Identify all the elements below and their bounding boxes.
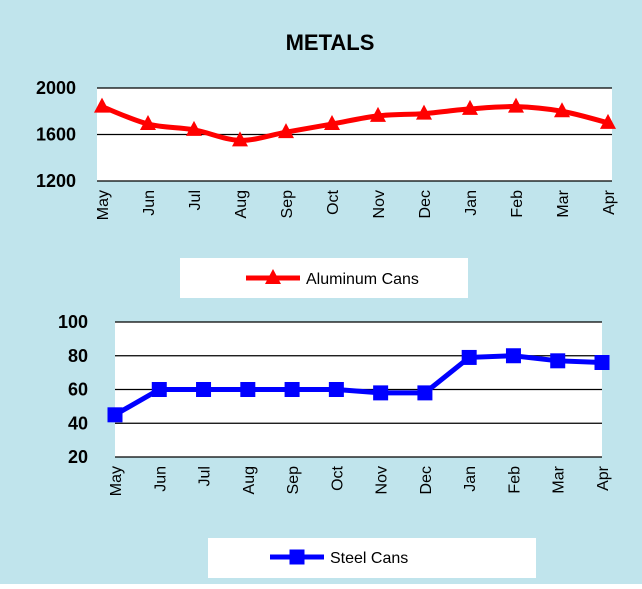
aluminum-point — [416, 104, 432, 120]
chart-title: METALS — [286, 30, 375, 55]
aluminum-point — [324, 115, 340, 131]
aluminum-legend-triangle-marker — [265, 269, 281, 284]
y-tick-label: 60 — [68, 380, 88, 400]
aluminum-point — [94, 97, 110, 113]
aluminum-point — [232, 131, 248, 147]
x-tick-label: Aug — [241, 466, 258, 494]
aluminum-x-axis-ticks: May Jun Jul Aug Sep Oct Nov Dec Jan Feb Mar Apr — [95, 189, 618, 220]
x-tick-label: Jun — [141, 190, 158, 216]
aluminum-point — [600, 113, 616, 129]
aluminum-legend: Aluminum Cans — [180, 258, 468, 298]
y-tick-label: 80 — [68, 346, 88, 366]
aluminum-point — [140, 115, 156, 131]
steel-point — [107, 407, 123, 423]
x-tick-label: Feb — [509, 190, 526, 218]
steel-legend-label: Steel Cans — [330, 550, 408, 567]
y-tick-label: 20 — [68, 447, 88, 467]
y-tick-label: 2000 — [36, 78, 76, 98]
steel-legend-marker — [289, 549, 305, 565]
steel-legend: Steel Cans — [208, 538, 536, 578]
x-tick-label: Oct — [329, 465, 346, 490]
steel-point — [196, 382, 212, 397]
x-tick-label: Mar — [555, 189, 572, 217]
steel-point — [328, 382, 344, 397]
aluminum-panel: 1200 1600 2000 May Jun Jul Aug Sep Oct Nov Dec Jan… — [36, 78, 618, 298]
x-tick-label: Sep — [279, 190, 296, 219]
aluminum-legend-box — [180, 258, 468, 298]
steel-legend-square-marker — [289, 549, 305, 565]
steel-point — [240, 382, 256, 397]
steel-series — [107, 348, 610, 423]
x-tick-label: Apr — [595, 465, 612, 491]
y-tick-label: 100 — [58, 312, 88, 332]
x-tick-label: Oct — [325, 189, 342, 214]
x-tick-label: Nov — [374, 466, 391, 494]
y-tick-label: 1200 — [36, 171, 76, 191]
aluminum-point — [508, 97, 524, 113]
x-tick-label: Sep — [285, 466, 302, 495]
aluminum-point — [462, 99, 478, 115]
steel-point — [594, 355, 610, 370]
steel-point — [373, 385, 389, 401]
x-tick-label: Nov — [371, 190, 388, 218]
aluminum-point — [370, 106, 386, 122]
aluminum-legend-label: Aluminum Cans — [306, 271, 419, 288]
aluminum-point — [554, 102, 570, 118]
steel-x-axis-ticks: May Jun Jul Aug Sep Oct Nov Dec Jan Feb Mar Apr — [108, 465, 612, 496]
steel-point — [461, 349, 477, 365]
x-tick-label: May — [108, 466, 125, 496]
steel-point — [417, 385, 433, 401]
x-tick-label: Mar — [551, 465, 568, 493]
aluminum-legend-marker — [265, 269, 281, 284]
steel-point — [505, 348, 521, 364]
steel-panel: 20 40 60 80 100 May Jun Jul Aug Sep Oct Nov Dec Jan F… — [58, 312, 612, 578]
aluminum-point — [186, 120, 202, 136]
x-tick-label: Jun — [152, 466, 169, 492]
steel-legend-box — [208, 538, 536, 578]
x-tick-label: Feb — [506, 466, 523, 494]
steel-point — [550, 353, 566, 369]
x-tick-label: Jan — [462, 466, 479, 492]
steel-point — [284, 382, 300, 397]
y-tick-label: 1600 — [36, 125, 76, 145]
x-tick-label: Dec — [417, 190, 434, 218]
aluminum-point — [278, 123, 294, 139]
x-tick-label: Apr — [601, 189, 618, 215]
x-tick-label: Jul — [187, 190, 204, 210]
aluminum-series — [94, 97, 616, 147]
aluminum-y-axis-ticks: 1200 1600 2000 — [36, 78, 76, 191]
x-tick-label: Jan — [463, 190, 480, 216]
x-tick-label: May — [95, 190, 112, 220]
x-tick-label: Dec — [418, 466, 435, 494]
steel-y-axis-ticks: 20 40 60 80 100 — [58, 312, 88, 467]
aluminum-gridlines — [97, 87, 612, 182]
steel-point — [151, 382, 167, 397]
y-tick-label: 40 — [68, 413, 88, 433]
x-tick-label: Jul — [197, 466, 214, 486]
x-tick-label: Aug — [233, 190, 250, 218]
